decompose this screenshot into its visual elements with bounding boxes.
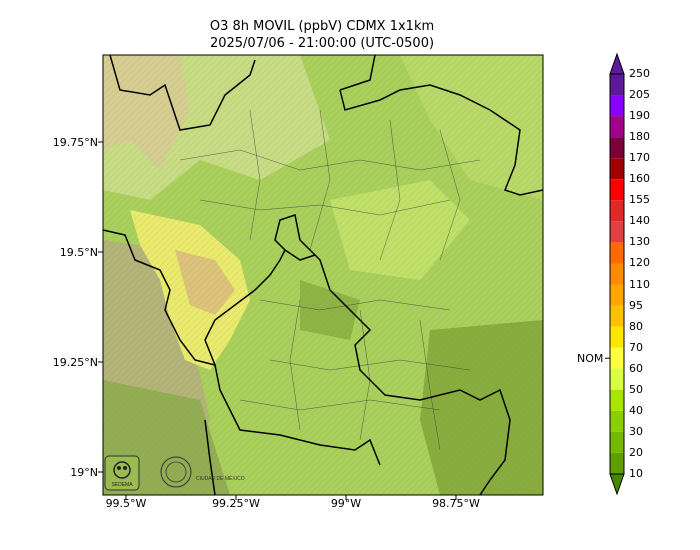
svg-text:SEDEMA: SEDEMA <box>111 482 133 488</box>
colorbar-segment <box>610 242 624 264</box>
colorbar-tick-label: 10 <box>629 467 643 480</box>
colorbar-segment <box>610 116 624 138</box>
lon-label-995: 99.5°W <box>105 497 147 510</box>
axis-ticks <box>98 141 457 500</box>
lat-label-195: 19.5°N <box>59 246 98 259</box>
colorbar-segment <box>610 158 624 180</box>
map-frame <box>102 54 544 496</box>
colorbar-tick-label: 40 <box>629 403 643 417</box>
colorbar-segment <box>610 410 624 432</box>
colorbar-segment <box>610 389 624 411</box>
colorbar-tick-label: 155 <box>629 193 650 207</box>
colorbar-tick-label: 120 <box>629 256 650 270</box>
colorbar-tick-label: 190 <box>629 109 650 123</box>
colorbar-tick-label: 50 <box>629 382 643 396</box>
colorbar-segment <box>610 452 624 474</box>
colorbar-tick-label: 250 <box>629 67 650 80</box>
colorbar-tick-label: 130 <box>629 235 650 249</box>
relief-shading <box>103 55 543 495</box>
colorbar-tick-label: 170 <box>629 151 650 165</box>
colorbar-tick-label: 160 <box>629 172 650 186</box>
colorbar-outline <box>609 73 625 475</box>
colorbar-tick-label: 140 <box>629 214 650 228</box>
colorbar-segment <box>610 263 624 285</box>
sedema-logo: SEDEMA <box>104 455 140 491</box>
colorbar-tick-label: 20 <box>629 445 643 459</box>
lon-label-9875: 98.75°W <box>432 497 480 510</box>
nom-label: NOM <box>577 352 604 365</box>
colorbar-extend-bottom <box>609 473 625 496</box>
colorbar-segment <box>610 137 624 159</box>
lon-label-9925: 99.25°W <box>212 497 260 510</box>
colorbar-segment <box>610 305 624 327</box>
colorbar-segment <box>610 347 624 369</box>
colorbar-tick-label: 70 <box>629 340 643 354</box>
colorbar-tick-label: 180 <box>629 130 650 144</box>
colorbar-tick-label: 205 <box>629 88 650 102</box>
cdmx-logo: CIUDAD DE MÉXICO <box>160 456 245 488</box>
svg-text:CIUDAD DE MÉXICO: CIUDAD DE MÉXICO <box>196 475 245 482</box>
municipal-boundaries <box>179 109 481 451</box>
state-boundaries <box>103 55 543 495</box>
colorbar-tick-label: 80 <box>629 319 643 333</box>
colorbar-tick-label: 110 <box>629 277 650 291</box>
chart-title: O3 8h MOVIL (ppbV) CDMX 1x1km <box>209 19 435 34</box>
colorbar-segment <box>610 326 624 348</box>
colorbar-segment <box>610 431 624 453</box>
colorbar-segment <box>610 74 624 96</box>
lat-label-1925: 19.25°N <box>52 356 98 369</box>
colorbar-segment <box>610 221 624 243</box>
colorbar-segment <box>610 284 624 306</box>
chart-subtitle: 2025/07/06 - 21:00:00 (UTC-0500) <box>209 36 435 51</box>
colorbar-segment <box>610 368 624 390</box>
lat-label-19: 19°N <box>70 466 98 479</box>
colorbar-extend-top <box>609 52 625 75</box>
lon-label-99: 99°W <box>330 497 362 510</box>
lat-label-1975: 19.75°N <box>52 136 98 149</box>
colorbar-segment <box>610 179 624 201</box>
colorbar-tick-label: 60 <box>629 361 643 375</box>
colorbar-segment <box>610 200 624 222</box>
colorbar-tick-label: 30 <box>629 424 643 438</box>
colorbar-tick-label: 95 <box>629 298 643 312</box>
colorbar-segment <box>610 95 624 117</box>
